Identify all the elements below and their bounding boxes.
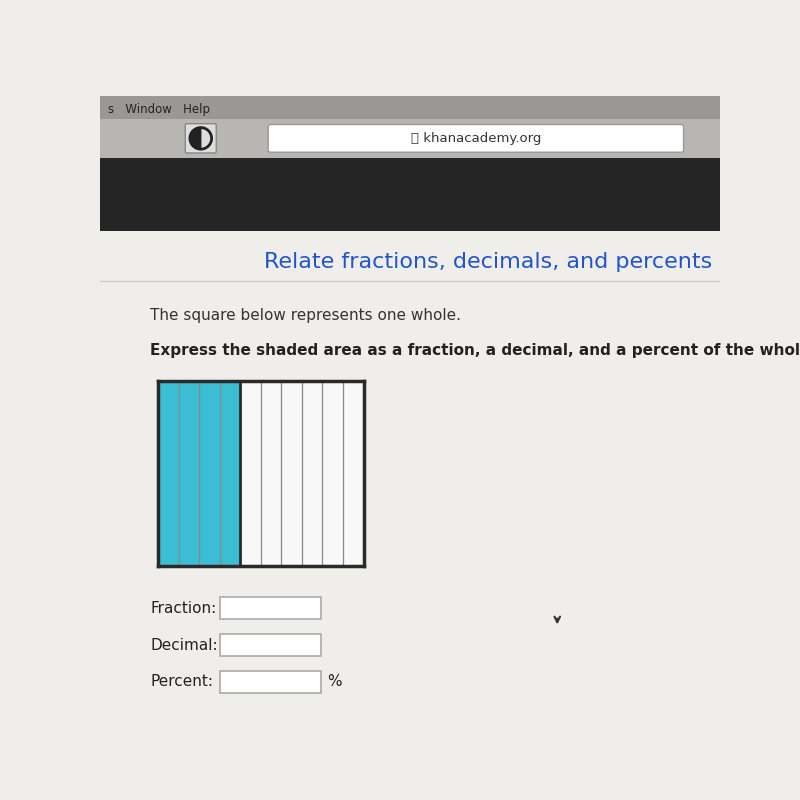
Bar (100, 230, 720, 712)
Bar (302, 381, 322, 566)
Text: 🔒 khanacademy.org: 🔒 khanacademy.org (410, 132, 541, 145)
Bar (178, 381, 199, 566)
Text: Percent:: Percent: (150, 674, 214, 690)
Bar (322, 381, 343, 566)
Bar (220, 598, 321, 619)
Text: Fraction:: Fraction: (150, 601, 217, 615)
Bar (100, 158, 720, 230)
Wedge shape (190, 127, 201, 149)
FancyBboxPatch shape (186, 124, 216, 153)
Bar (240, 381, 261, 566)
FancyBboxPatch shape (268, 125, 683, 152)
Text: Decimal:: Decimal: (150, 638, 218, 653)
Bar (100, 96, 720, 119)
Text: %: % (327, 674, 342, 690)
Bar (343, 381, 363, 566)
Bar (100, 119, 720, 158)
Text: Express the shaded area as a fraction, a decimal, and a percent of the whole.: Express the shaded area as a fraction, a… (150, 342, 800, 358)
Text: s   Window   Help: s Window Help (108, 102, 210, 115)
Bar (100, 158, 720, 230)
Bar (220, 381, 240, 566)
Bar (220, 634, 321, 656)
Bar (282, 381, 302, 566)
Bar (199, 381, 220, 566)
Text: Relate fractions, decimals, and percents: Relate fractions, decimals, and percents (264, 251, 712, 271)
Bar (261, 381, 282, 566)
Bar (220, 671, 321, 693)
Bar (158, 381, 178, 566)
Text: The square below represents one whole.: The square below represents one whole. (150, 308, 462, 323)
